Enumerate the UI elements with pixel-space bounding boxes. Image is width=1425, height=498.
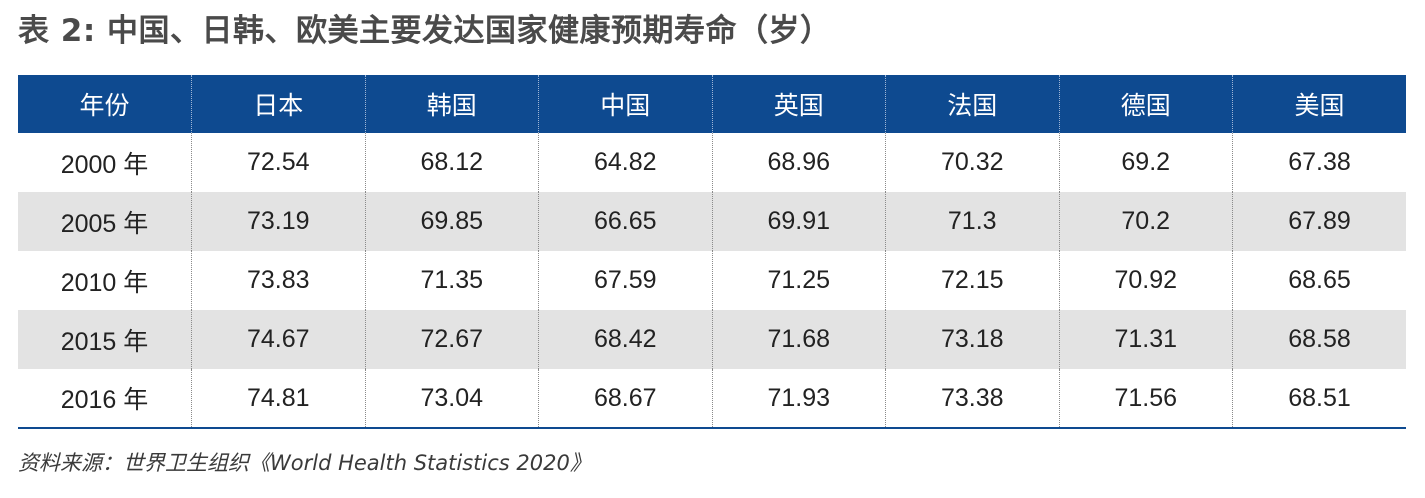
cell-uk: 71.68 xyxy=(711,310,886,369)
cell-uk: 71.25 xyxy=(711,251,886,310)
cell-china: 68.67 xyxy=(538,369,712,429)
header-year: 年份 xyxy=(79,92,130,120)
cell-japan: 73.83 xyxy=(191,251,365,310)
cell-china: 68.42 xyxy=(538,310,712,369)
cell-korea: 71.35 xyxy=(364,251,539,310)
cell-year: 2016 年 xyxy=(18,369,192,429)
cell-france: 73.38 xyxy=(885,369,1059,429)
life-expectancy-table: 年份 日本 韩国 中国 英国 法国 德国 美国 2000 年 72.54 68.… xyxy=(18,75,1406,429)
cell-france: 71.3 xyxy=(885,192,1059,251)
cell-uk: 69.91 xyxy=(711,192,886,251)
cell-usa: 68.51 xyxy=(1232,369,1406,429)
cell-japan: 74.67 xyxy=(191,310,365,369)
cell-year: 2015 年 xyxy=(60,327,149,356)
table-row: 2000 年 72.54 68.12 64.82 68.96 70.32 69.… xyxy=(18,133,1406,192)
cell-china: 67.59 xyxy=(538,251,712,310)
cell-year: 2005 年 xyxy=(60,209,149,238)
cell-japan: 72.54 xyxy=(191,133,365,192)
cell-korea: 73.04 xyxy=(364,369,539,429)
cell-germany: 69.2 xyxy=(1058,133,1233,192)
cell-korea: 69.85 xyxy=(364,192,539,251)
cell-germany: 70.92 xyxy=(1058,251,1233,310)
cell-france: 73.18 xyxy=(885,310,1059,369)
cell-year: 2000 年 xyxy=(60,150,149,179)
cell-korea: 68.12 xyxy=(364,133,539,192)
header-usa: 美国 xyxy=(1232,75,1406,133)
table-title: 表 2: 中国、日韩、欧美主要发达国家健康预期寿命（岁） xyxy=(18,13,832,49)
cell-year: 2010 年 xyxy=(60,268,149,297)
cell-germany: 71.56 xyxy=(1058,369,1233,429)
cell-uk: 71.93 xyxy=(711,369,886,429)
table-row: 2015 年 74.67 72.67 68.42 71.68 73.18 71.… xyxy=(18,310,1406,369)
table-row: 2016 年 74.81 73.04 68.67 71.93 73.38 71.… xyxy=(18,369,1406,429)
cell-uk: 68.96 xyxy=(711,133,886,192)
table-row: 2005 年 73.19 69.85 66.65 69.91 71.3 70.2… xyxy=(18,192,1406,251)
header-germany: 德国 xyxy=(1058,75,1233,133)
cell-usa: 67.38 xyxy=(1232,133,1406,192)
cell-france: 70.32 xyxy=(885,133,1059,192)
cell-china: 64.82 xyxy=(538,133,712,192)
cell-china: 66.65 xyxy=(538,192,712,251)
cell-france: 72.15 xyxy=(885,251,1059,310)
header-korea: 韩国 xyxy=(364,75,539,133)
header-france: 法国 xyxy=(885,75,1059,133)
cell-japan: 74.81 xyxy=(191,369,365,429)
header-china: 中国 xyxy=(538,75,712,133)
cell-germany: 71.31 xyxy=(1058,310,1233,369)
cell-germany: 70.2 xyxy=(1058,192,1233,251)
source-note: 资料来源：世界卫生组织《World Health Statistics 2020… xyxy=(18,451,591,475)
header-uk: 英国 xyxy=(711,75,886,133)
cell-japan: 73.19 xyxy=(191,192,365,251)
header-japan: 日本 xyxy=(191,75,365,133)
cell-korea: 72.67 xyxy=(364,310,539,369)
table-row: 2010 年 73.83 71.35 67.59 71.25 72.15 70.… xyxy=(18,251,1406,310)
cell-usa: 68.58 xyxy=(1232,310,1406,369)
cell-usa: 68.65 xyxy=(1232,251,1406,310)
cell-usa: 67.89 xyxy=(1232,192,1406,251)
table-header-row: 年份 日本 韩国 中国 英国 法国 德国 美国 xyxy=(18,75,1406,133)
